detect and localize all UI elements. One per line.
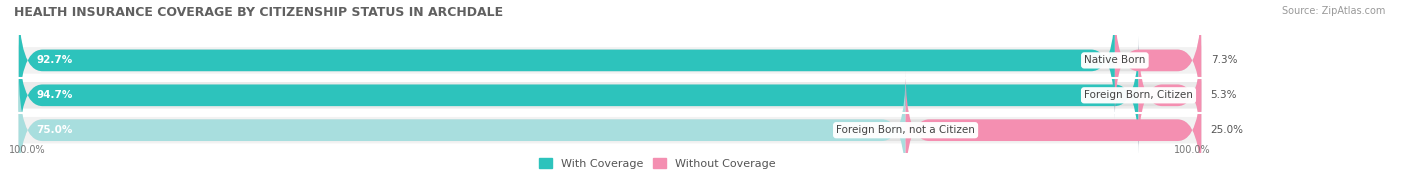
Text: Native Born: Native Born [1084, 55, 1146, 65]
FancyBboxPatch shape [18, 1, 1115, 119]
Text: 25.0%: 25.0% [1211, 125, 1244, 135]
Text: HEALTH INSURANCE COVERAGE BY CITIZENSHIP STATUS IN ARCHDALE: HEALTH INSURANCE COVERAGE BY CITIZENSHIP… [14, 6, 503, 19]
FancyBboxPatch shape [18, 71, 1201, 189]
FancyBboxPatch shape [18, 47, 1201, 74]
FancyBboxPatch shape [18, 36, 1139, 154]
Text: Foreign Born, not a Citizen: Foreign Born, not a Citizen [837, 125, 974, 135]
FancyBboxPatch shape [905, 71, 1201, 189]
Text: 100.0%: 100.0% [1174, 145, 1211, 155]
Text: 94.7%: 94.7% [37, 90, 73, 100]
FancyBboxPatch shape [18, 36, 1201, 154]
Text: 92.7%: 92.7% [37, 55, 73, 65]
FancyBboxPatch shape [1139, 36, 1201, 154]
Text: 5.3%: 5.3% [1211, 90, 1237, 100]
Legend: With Coverage, Without Coverage: With Coverage, Without Coverage [534, 154, 780, 173]
Text: 75.0%: 75.0% [37, 125, 73, 135]
Text: 7.3%: 7.3% [1211, 55, 1237, 65]
Text: 100.0%: 100.0% [10, 145, 46, 155]
Text: Foreign Born, Citizen: Foreign Born, Citizen [1084, 90, 1192, 100]
FancyBboxPatch shape [18, 117, 1201, 143]
FancyBboxPatch shape [1115, 1, 1201, 119]
Text: Source: ZipAtlas.com: Source: ZipAtlas.com [1281, 6, 1385, 16]
FancyBboxPatch shape [18, 1, 1201, 119]
FancyBboxPatch shape [18, 71, 905, 189]
FancyBboxPatch shape [18, 82, 1201, 109]
